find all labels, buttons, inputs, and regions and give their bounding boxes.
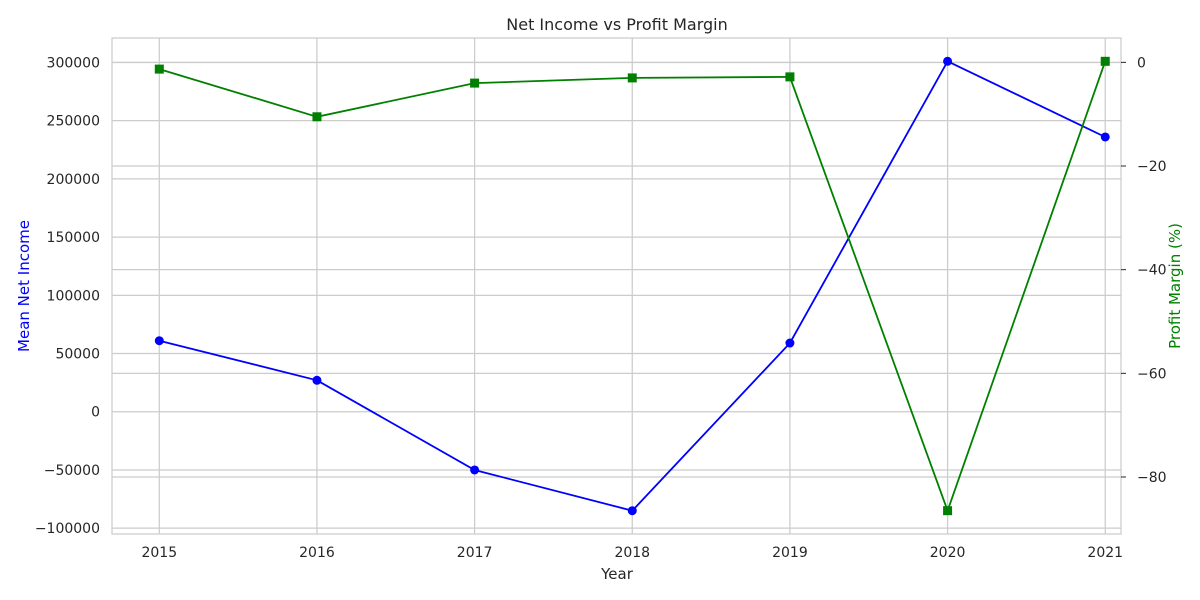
left-tick-label: 300000 (47, 55, 100, 71)
x-tick-label: 2016 (299, 545, 335, 561)
grid (112, 38, 1121, 534)
data-point (470, 465, 480, 475)
right-tick-label: −20 (1137, 159, 1167, 175)
left-tick-label: 200000 (47, 172, 100, 188)
data-point (1100, 56, 1110, 66)
right-axis-ticks: 0 −20 −40 −60 −80 (1121, 55, 1167, 486)
left-tick-label: 100000 (47, 288, 100, 304)
right-tick-label: −40 (1137, 263, 1167, 279)
data-point (627, 506, 637, 516)
data-point (627, 73, 637, 83)
right-axis-label: Profit Margin (%) (1166, 223, 1184, 349)
data-point (943, 506, 953, 516)
right-tick-label: 0 (1137, 55, 1146, 71)
x-tick-label: 2020 (930, 545, 966, 561)
data-point (785, 338, 795, 348)
chart-title: Net Income vs Profit Margin (506, 15, 728, 34)
data-point (154, 64, 164, 74)
left-tick-label: 0 (91, 405, 100, 421)
series-2 (154, 56, 1110, 516)
data-point (785, 72, 795, 82)
left-tick-label: 250000 (47, 114, 100, 130)
x-axis-ticks: 2015 2016 2017 2018 2019 2020 2021 (141, 545, 1123, 561)
data-point (312, 112, 322, 122)
series (154, 56, 1110, 516)
left-tick-label: 50000 (55, 347, 100, 363)
left-axis-label: Mean Net Income (15, 220, 33, 352)
x-tick-label: 2018 (614, 545, 650, 561)
left-tick-label: 150000 (47, 230, 100, 246)
x-tick-label: 2015 (141, 545, 177, 561)
left-tick-label: −50000 (44, 463, 100, 479)
left-axis-ticks: 300000 250000 200000 150000 100000 50000 0 −500… (35, 55, 100, 537)
x-tick-label: 2021 (1087, 545, 1123, 561)
data-point (943, 56, 953, 66)
x-tick-label: 2017 (457, 545, 493, 561)
data-point (1100, 132, 1110, 142)
x-tick-label: 2019 (772, 545, 808, 561)
right-tick-label: −80 (1137, 470, 1167, 486)
left-tick-label: −100000 (35, 521, 100, 537)
data-point (470, 78, 480, 88)
data-point (154, 336, 164, 346)
plot-area (111, 37, 1122, 535)
series-1 (154, 56, 1110, 516)
right-tick-label: −60 (1137, 366, 1167, 382)
x-axis-label: Year (600, 565, 634, 583)
data-point (312, 375, 322, 385)
